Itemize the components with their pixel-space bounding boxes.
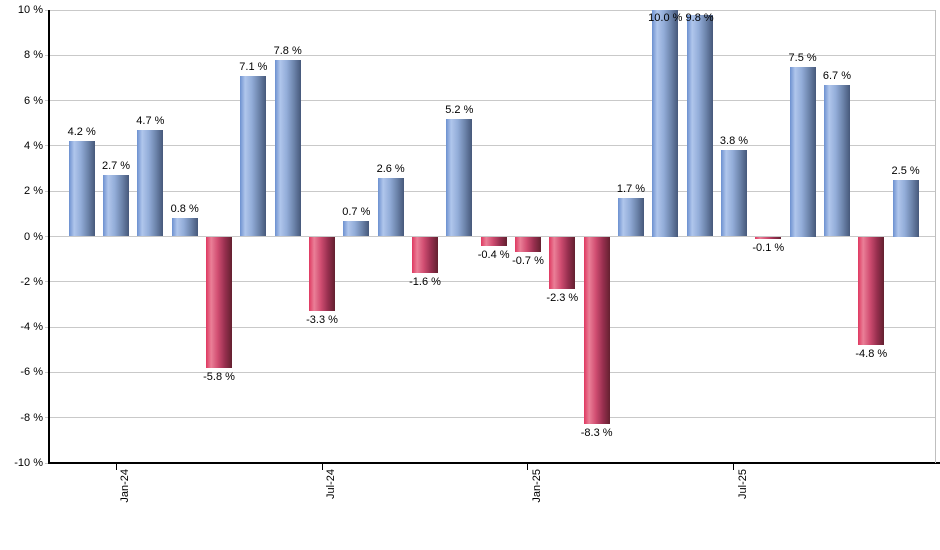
x-axis-line bbox=[48, 462, 940, 464]
x-axis-tick-label: Jan-24 bbox=[119, 469, 132, 503]
bar-value-label: -0.7 % bbox=[512, 255, 544, 268]
bar bbox=[549, 236, 576, 289]
gridline bbox=[45, 9, 936, 11]
x-axis-tick bbox=[733, 464, 735, 470]
x-axis-tick bbox=[527, 464, 529, 470]
bar bbox=[377, 177, 404, 237]
y-axis-tick-label: 0 % bbox=[24, 230, 43, 243]
bar bbox=[309, 236, 335, 312]
bar-value-label: -0.1 % bbox=[752, 241, 785, 254]
y-axis-line bbox=[48, 10, 50, 464]
y-axis-tick-label: -8 % bbox=[20, 411, 43, 424]
bar bbox=[103, 175, 130, 237]
gridline bbox=[45, 54, 936, 56]
bar bbox=[617, 197, 644, 237]
bar-value-label: 1.7 % bbox=[616, 182, 646, 195]
bar-value-label: 5.2 % bbox=[445, 103, 474, 116]
bar-value-label: 4.2 % bbox=[67, 126, 96, 139]
bar-value-label: 6.7 % bbox=[822, 69, 852, 82]
y-axis-tick-label: 2 % bbox=[24, 185, 43, 198]
bar bbox=[755, 236, 782, 239]
bar bbox=[823, 84, 850, 237]
y-axis-tick-label: 8 % bbox=[24, 49, 43, 62]
x-axis-tick bbox=[321, 464, 323, 470]
bar-value-label: -4.8 % bbox=[855, 348, 888, 361]
y-axis-tick-label: -6 % bbox=[20, 366, 43, 379]
bar-value-label: 7.5 % bbox=[788, 51, 817, 64]
x-axis-tick-label: Jul-25 bbox=[736, 469, 749, 499]
bar bbox=[240, 75, 267, 237]
bar-value-label: 2.7 % bbox=[101, 160, 131, 173]
bar-value-label: -5.8 % bbox=[203, 370, 235, 383]
bar-value-label: 2.5 % bbox=[891, 164, 920, 177]
gridline bbox=[45, 281, 936, 283]
bar bbox=[514, 236, 541, 253]
bar-value-label: 4.7 % bbox=[136, 115, 165, 128]
bar bbox=[137, 130, 164, 237]
bar-value-label: 10.0 % bbox=[648, 12, 683, 24]
bar bbox=[446, 118, 473, 237]
gridline bbox=[45, 417, 936, 419]
gridline bbox=[45, 100, 936, 102]
bar bbox=[206, 236, 233, 368]
bar bbox=[789, 66, 816, 237]
bar bbox=[343, 220, 370, 237]
bar bbox=[892, 179, 919, 237]
bar bbox=[652, 10, 679, 237]
bar-value-label: -3.3 % bbox=[306, 314, 338, 327]
bar-value-label: -1.6 % bbox=[409, 275, 441, 288]
y-axis-tick-label: -2 % bbox=[20, 275, 43, 288]
bar-value-label: 2.6 % bbox=[376, 162, 405, 175]
y-axis-tick-label: -4 % bbox=[20, 321, 43, 334]
gridline bbox=[45, 326, 936, 328]
bar-value-label: 0.7 % bbox=[342, 205, 371, 218]
bar-value-label: 7.8 % bbox=[273, 44, 302, 57]
bar-value-label: -0.4 % bbox=[477, 248, 510, 261]
bar-value-label: 3.8 % bbox=[719, 135, 749, 148]
bar-value-label: -2.3 % bbox=[546, 291, 579, 304]
bar bbox=[68, 141, 95, 237]
bar-value-label: 7.1 % bbox=[239, 60, 268, 73]
y-axis-tick-label: 4 % bbox=[24, 139, 43, 152]
bar-value-label: 9.8 % bbox=[685, 12, 714, 24]
x-axis-tick-label: Jan-25 bbox=[530, 469, 543, 503]
y-axis-tick-label: -10 % bbox=[14, 457, 43, 469]
y-axis-tick-label: 6 % bbox=[24, 94, 43, 107]
bar-value-label: 0.8 % bbox=[170, 203, 199, 216]
x-axis-tick bbox=[115, 464, 117, 470]
x-axis-tick-label: Jul-24 bbox=[325, 469, 337, 499]
bar bbox=[583, 236, 610, 425]
bar bbox=[480, 236, 507, 246]
bar bbox=[412, 236, 438, 273]
bar bbox=[858, 236, 885, 346]
bar-value-label: -8.3 % bbox=[580, 427, 613, 440]
gridline bbox=[45, 145, 936, 147]
bar bbox=[686, 14, 713, 237]
gridline bbox=[45, 371, 936, 373]
bar bbox=[720, 150, 747, 237]
gridline bbox=[45, 190, 936, 192]
bar bbox=[274, 59, 301, 237]
bar bbox=[171, 218, 198, 237]
plot-right-border bbox=[935, 10, 936, 463]
y-axis-tick-label: 10 % bbox=[17, 4, 43, 16]
